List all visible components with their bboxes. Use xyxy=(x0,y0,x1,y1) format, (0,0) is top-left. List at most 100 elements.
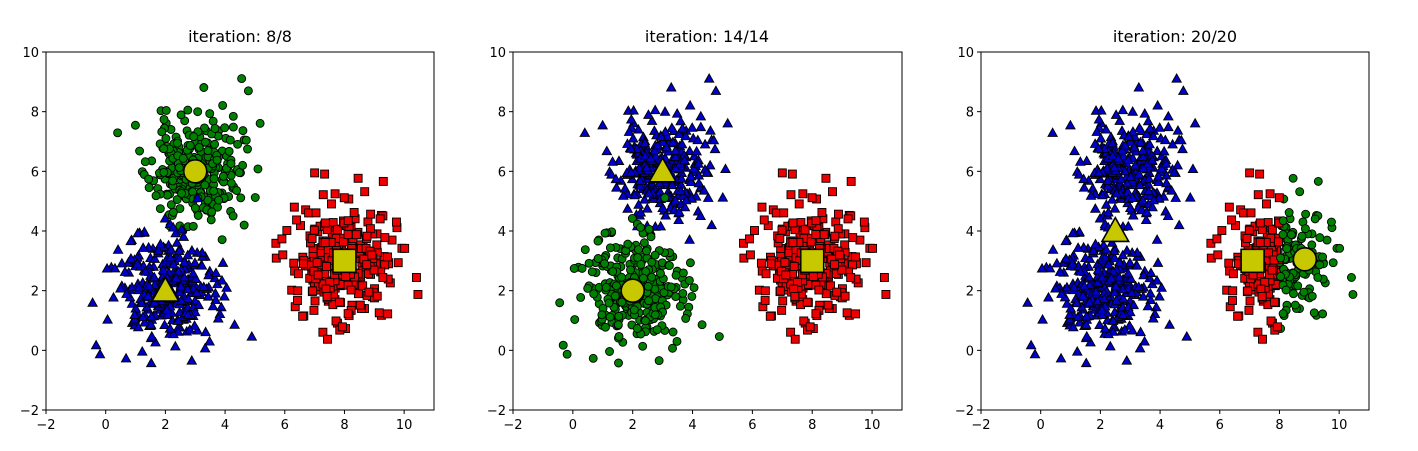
data-point xyxy=(411,273,421,282)
data-point xyxy=(1056,288,1067,298)
data-point xyxy=(186,244,198,255)
data-point xyxy=(186,355,198,365)
data-point xyxy=(709,143,721,154)
data-point xyxy=(814,285,824,295)
data-point xyxy=(1072,242,1084,252)
data-point xyxy=(800,225,810,235)
data-point xyxy=(570,315,580,324)
data-point xyxy=(1127,106,1139,116)
data-point xyxy=(671,108,683,118)
data-point xyxy=(706,219,718,230)
data-point xyxy=(218,290,230,301)
data-point xyxy=(1090,238,1101,249)
data-point xyxy=(1091,126,1103,136)
data-point xyxy=(137,311,149,322)
data-point xyxy=(159,212,171,223)
data-point xyxy=(1224,202,1234,212)
data-point xyxy=(218,100,228,110)
data-point xyxy=(189,320,200,330)
data-point xyxy=(848,233,858,243)
data-point xyxy=(1071,345,1083,356)
data-point xyxy=(1078,280,1090,290)
data-point xyxy=(1307,240,1317,250)
data-point xyxy=(1134,179,1146,190)
data-point xyxy=(639,150,651,160)
data-point xyxy=(1106,194,1118,204)
data-point xyxy=(1162,121,1174,132)
data-point xyxy=(1348,289,1358,299)
data-point xyxy=(617,190,629,200)
y-tick-label: −2 xyxy=(487,404,506,419)
data-point xyxy=(167,221,179,232)
data-point xyxy=(310,168,320,178)
data-point xyxy=(228,122,238,132)
data-point xyxy=(702,192,714,202)
data-point xyxy=(343,309,353,319)
data-point xyxy=(1278,309,1288,319)
data-point xyxy=(130,120,140,130)
data-point xyxy=(369,265,379,275)
data-point xyxy=(1273,237,1283,247)
data-point xyxy=(375,214,385,224)
data-point xyxy=(1081,330,1093,341)
data-point xyxy=(393,258,403,268)
data-point xyxy=(139,316,151,327)
data-point xyxy=(1044,262,1056,273)
data-point xyxy=(159,319,170,330)
data-point xyxy=(161,106,171,115)
data-point xyxy=(1122,154,1134,165)
data-point xyxy=(1065,119,1076,130)
y-tick-label: 10 xyxy=(489,46,506,61)
data-point xyxy=(172,315,184,325)
data-point xyxy=(204,335,215,346)
data-point xyxy=(828,187,837,197)
data-point xyxy=(685,176,697,187)
x-tick-label: 4 xyxy=(221,418,229,433)
data-point xyxy=(639,194,650,204)
data-point xyxy=(597,310,607,320)
data-point xyxy=(188,221,198,231)
data-point xyxy=(771,208,781,218)
data-point xyxy=(1117,293,1129,303)
data-point xyxy=(846,273,856,282)
data-point xyxy=(353,289,363,299)
data-point xyxy=(579,127,591,137)
data-point xyxy=(1096,304,1108,314)
data-point xyxy=(750,226,759,235)
data-point xyxy=(1107,315,1119,325)
data-point xyxy=(607,156,618,166)
data-point xyxy=(178,271,190,282)
data-point xyxy=(650,310,660,320)
data-point xyxy=(679,154,690,165)
data-point xyxy=(646,115,658,125)
data-point xyxy=(278,250,288,260)
data-point xyxy=(1102,175,1114,185)
data-point xyxy=(861,258,871,268)
data-point xyxy=(185,141,195,150)
data-point xyxy=(1117,309,1129,319)
data-point xyxy=(210,139,220,149)
data-point xyxy=(136,345,148,356)
data-point xyxy=(704,159,716,170)
data-point xyxy=(580,245,590,255)
data-point xyxy=(859,217,869,227)
data-point xyxy=(806,237,816,247)
data-point xyxy=(1175,134,1187,145)
data-point xyxy=(1156,162,1167,173)
data-point xyxy=(656,268,665,278)
data-point xyxy=(840,240,850,250)
data-point xyxy=(120,352,132,363)
data-point xyxy=(614,332,624,341)
data-point xyxy=(155,204,165,214)
data-point xyxy=(210,124,220,133)
data-point xyxy=(172,195,182,205)
data-point xyxy=(1146,154,1158,165)
data-point xyxy=(189,257,201,267)
data-point xyxy=(1172,125,1184,135)
data-point xyxy=(659,288,669,298)
data-point xyxy=(332,225,342,235)
data-point xyxy=(338,237,348,247)
data-point xyxy=(597,119,609,130)
data-point xyxy=(1213,250,1223,260)
data-point xyxy=(1096,309,1108,320)
